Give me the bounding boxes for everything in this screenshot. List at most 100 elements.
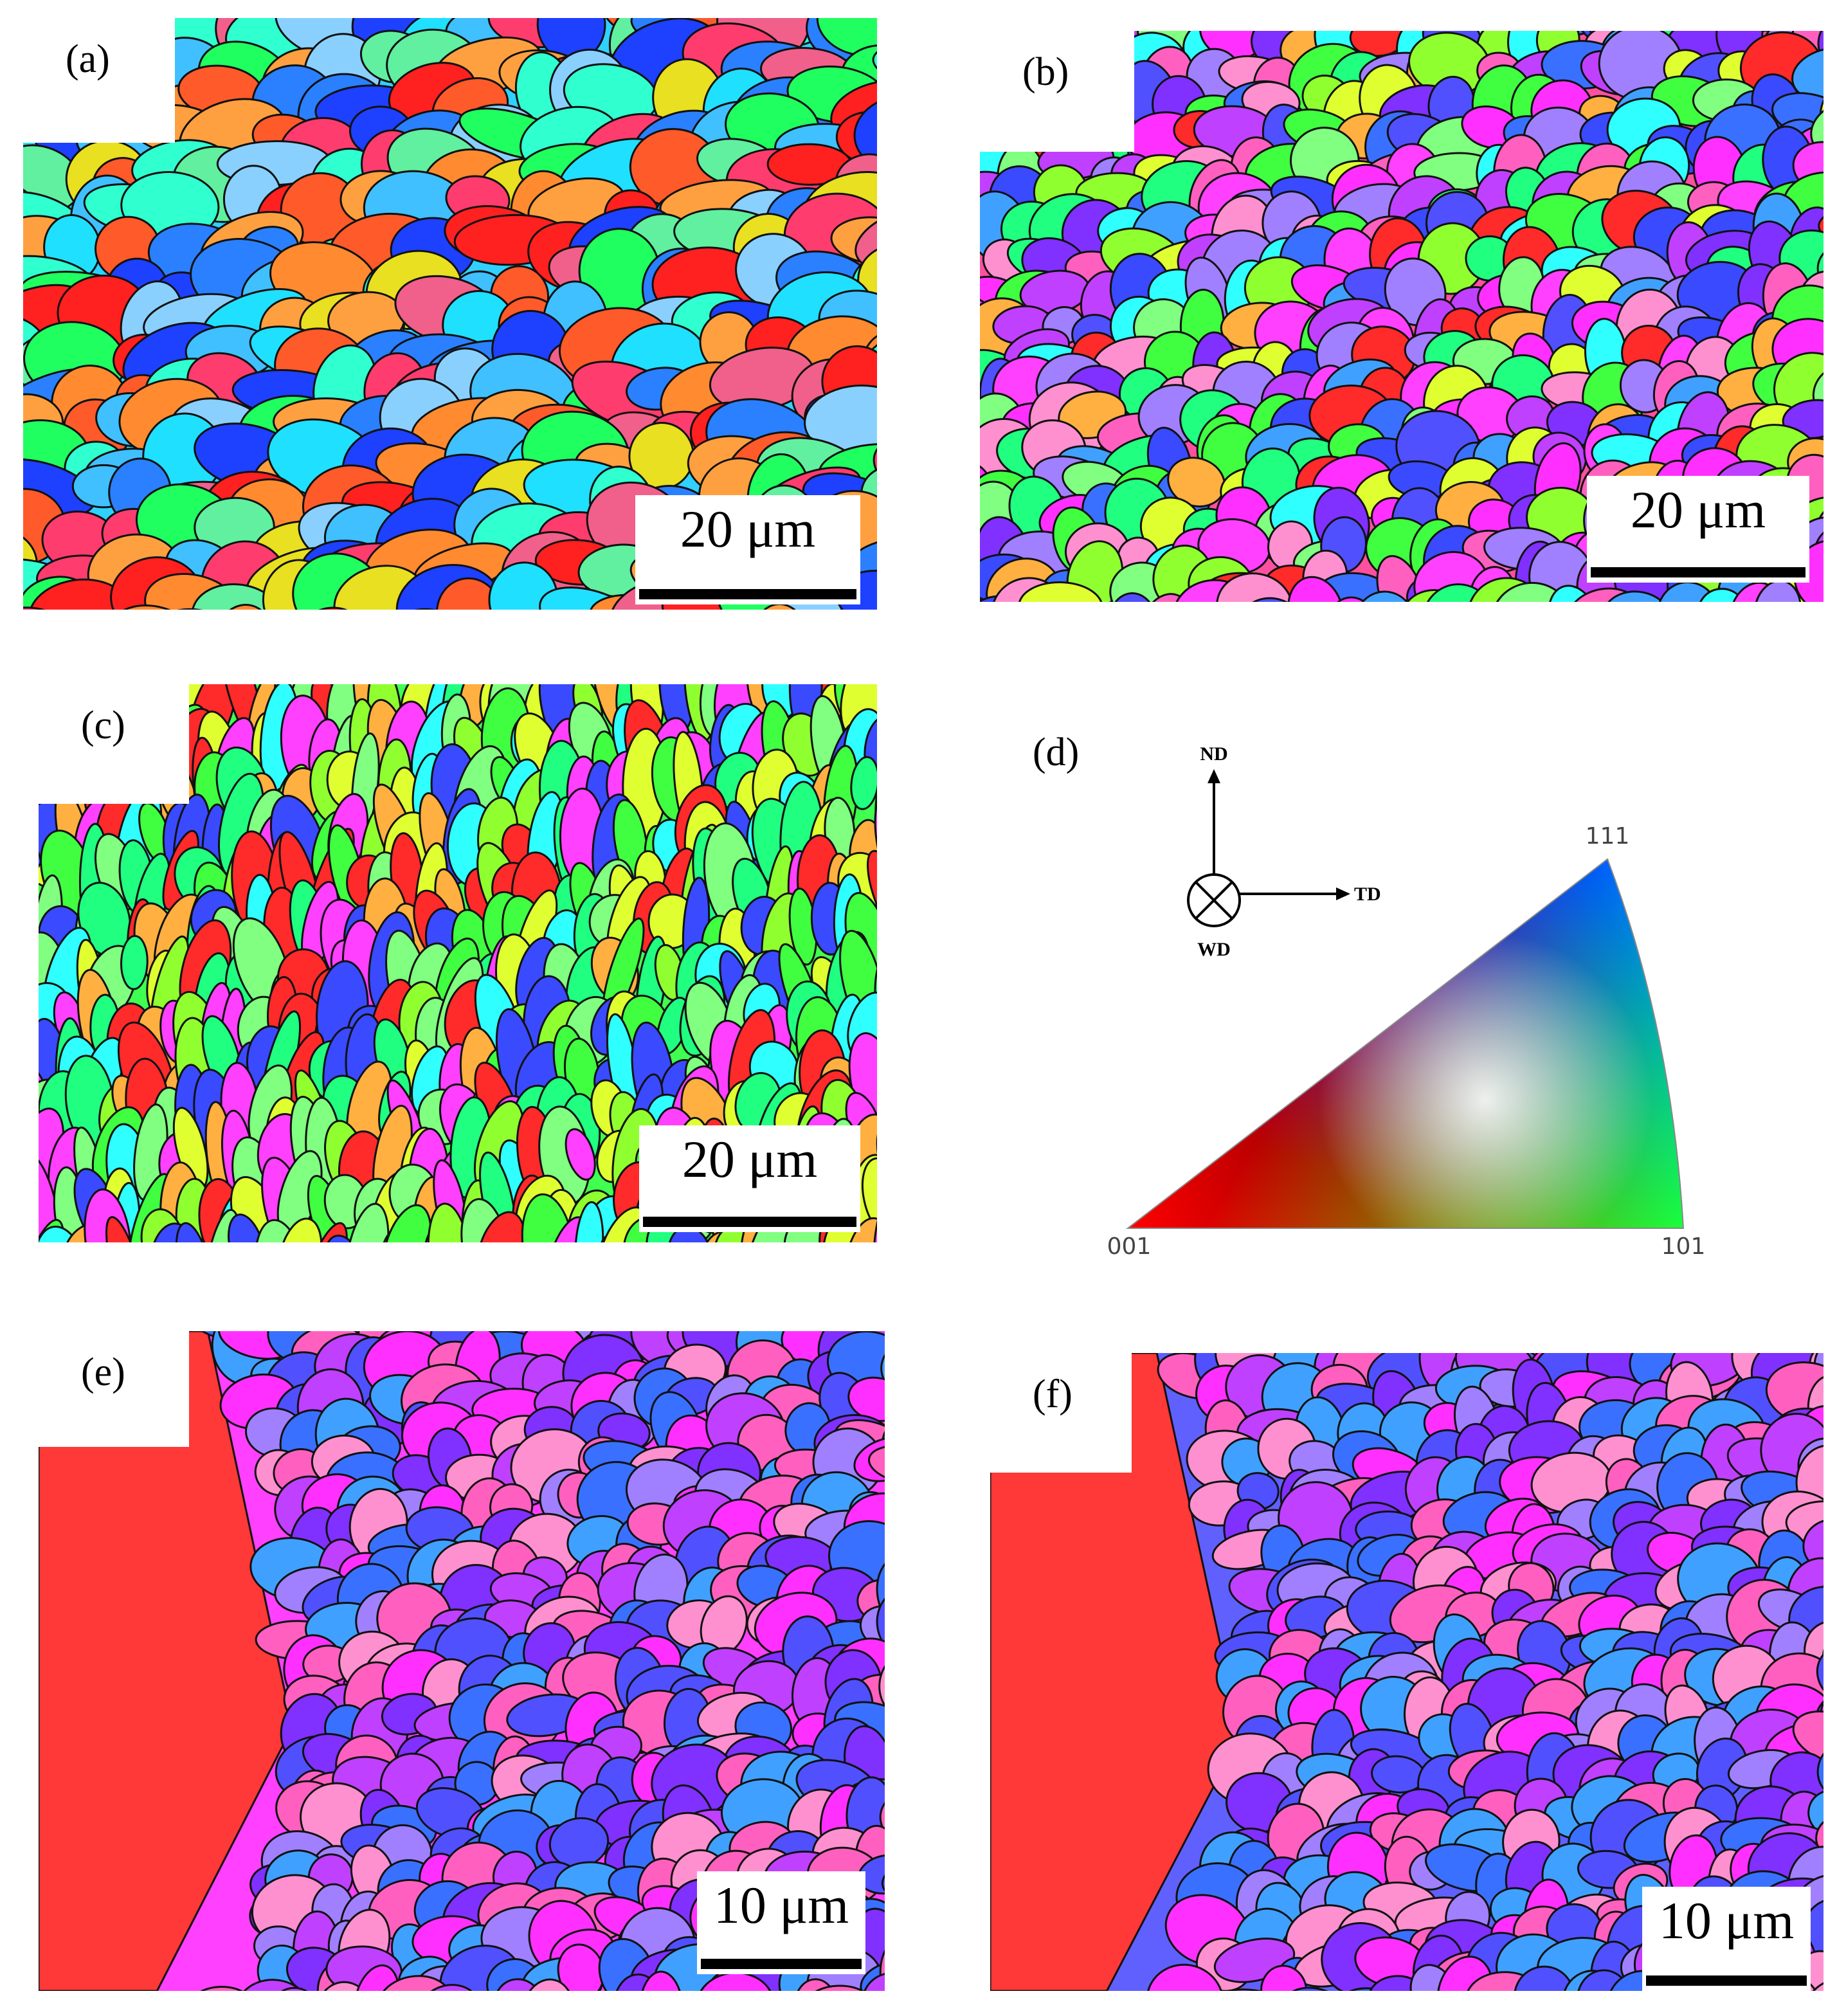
grain xyxy=(34,18,138,32)
grain xyxy=(873,603,877,610)
panel-label: (b) xyxy=(1022,50,1069,94)
grain xyxy=(353,1964,400,1991)
grain xyxy=(980,31,987,64)
grain xyxy=(1204,1988,1290,1991)
grain xyxy=(1586,1298,1668,1350)
grain xyxy=(891,1626,955,1679)
ebsd-map: 20 μm (a) xyxy=(0,0,982,691)
grain xyxy=(875,354,976,426)
grain xyxy=(439,1998,507,2016)
grain xyxy=(5,1213,37,1290)
grain xyxy=(883,1531,957,1604)
pole-label: 111 xyxy=(1586,823,1630,849)
grain xyxy=(598,1234,630,1242)
grain xyxy=(39,1132,43,1199)
grain xyxy=(0,49,17,94)
grain xyxy=(395,608,471,610)
pole-label: 101 xyxy=(1661,1233,1706,1260)
grain xyxy=(565,1128,596,1181)
grain xyxy=(1069,53,1128,96)
grain xyxy=(23,80,61,127)
grain xyxy=(793,1978,838,1991)
grains xyxy=(0,0,982,691)
panel-label: (c) xyxy=(81,704,125,747)
pole-label: 001 xyxy=(1107,1233,1152,1260)
grain xyxy=(1836,1813,1846,1880)
grain xyxy=(878,1651,885,1719)
grain xyxy=(1282,1986,1352,1991)
grain xyxy=(1146,1963,1224,1991)
grain xyxy=(775,0,840,13)
grain xyxy=(1840,1305,1846,1381)
axis-label: TD xyxy=(1354,884,1381,905)
panel-label: (a) xyxy=(66,37,110,81)
grain xyxy=(1810,100,1823,159)
grain xyxy=(894,1998,953,2016)
grain xyxy=(249,1234,288,1242)
grain xyxy=(149,1222,200,1242)
grain xyxy=(314,1981,376,1991)
grain xyxy=(436,577,502,610)
grain xyxy=(862,1972,885,1991)
grain xyxy=(613,1331,695,1334)
grain xyxy=(39,684,73,734)
grain xyxy=(1834,1700,1846,1777)
grain xyxy=(881,1501,885,1578)
scale-bar-box xyxy=(635,495,860,604)
grain xyxy=(413,615,534,691)
grain xyxy=(887,84,962,140)
grain xyxy=(879,1789,885,1848)
grain xyxy=(980,31,1024,75)
grain xyxy=(249,608,357,674)
grain xyxy=(140,712,177,790)
grain xyxy=(1823,1837,1846,1902)
grain xyxy=(897,1730,945,1778)
grain xyxy=(228,1213,266,1242)
grain xyxy=(867,849,877,940)
grain xyxy=(980,498,986,541)
grain xyxy=(352,684,397,690)
grain xyxy=(980,43,1019,103)
grain xyxy=(143,608,237,610)
grain xyxy=(980,55,994,104)
grain xyxy=(878,1880,972,1968)
grain xyxy=(876,395,948,471)
grain xyxy=(653,613,715,670)
grain xyxy=(887,1384,948,1453)
grain xyxy=(909,209,982,278)
grain xyxy=(1831,542,1846,608)
grain xyxy=(39,751,56,806)
grain xyxy=(1839,1493,1846,1561)
scale-bar-label: 20 μm xyxy=(680,500,815,558)
grain xyxy=(751,603,812,610)
grain xyxy=(1825,1915,1846,1964)
grain xyxy=(1237,597,1305,602)
grain xyxy=(860,463,877,540)
large-grain xyxy=(990,1353,1242,1991)
grain xyxy=(980,31,993,37)
grain xyxy=(39,708,44,772)
grain xyxy=(874,682,918,745)
grain xyxy=(574,1994,634,2016)
grain xyxy=(980,597,1001,602)
grain xyxy=(873,489,956,583)
scale-bar-label: 10 μm xyxy=(1659,1891,1794,1950)
grain xyxy=(914,231,977,282)
grain xyxy=(301,1222,348,1242)
grain xyxy=(228,684,264,689)
grain xyxy=(873,141,982,230)
grain xyxy=(894,180,970,251)
grain xyxy=(1842,1744,1846,1824)
grain xyxy=(23,18,89,35)
grain xyxy=(873,684,877,699)
grain xyxy=(896,282,959,363)
grain xyxy=(1816,1647,1823,1700)
grain xyxy=(118,684,162,700)
grain xyxy=(1838,1959,1846,2016)
grain xyxy=(39,835,44,926)
grain xyxy=(873,430,877,498)
grain xyxy=(1436,1956,1494,1991)
grain xyxy=(1287,576,1344,602)
grain xyxy=(0,0,14,30)
